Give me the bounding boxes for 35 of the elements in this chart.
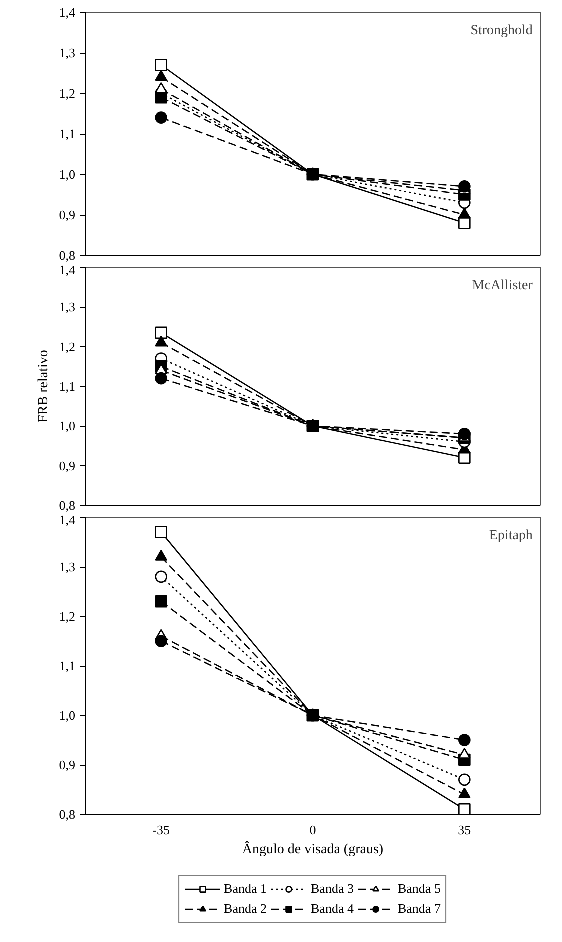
y-tick-label: 1,3: [59, 560, 76, 574]
y-tick-label: 1,0: [59, 418, 76, 434]
y-tick-label: 1,3: [59, 300, 76, 315]
y-tick-label: 0,9: [59, 758, 76, 772]
y-tick-label: 1,0: [59, 167, 76, 182]
y-tick-label: 0,9: [59, 458, 76, 474]
y-tick-label: 1,2: [59, 86, 76, 101]
text: Epitaph: [489, 528, 533, 544]
legend-label: Banda 3: [311, 881, 354, 897]
y-tick-label: 1,1: [59, 658, 76, 674]
y-tick-label: 1,1: [59, 126, 76, 142]
y-tick-label: 1,1: [59, 379, 76, 394]
y-tick-label: 1,0: [59, 708, 76, 723]
y-tick-label: 1,4: [59, 262, 76, 278]
legend-label: Banda 5: [398, 881, 441, 897]
y-tick-label: 1,4: [59, 512, 76, 528]
y-tick-label: 0,8: [59, 498, 76, 513]
legend-label: Banda 7: [398, 901, 441, 917]
y-tick-label: 0,9: [59, 208, 76, 222]
legend-label: Banda 1: [224, 881, 268, 897]
y-tick-label: 0,8: [59, 248, 76, 263]
x-tick-label: 0: [310, 822, 316, 838]
y-tick-label: 1,2: [59, 339, 76, 354]
y-tick-label: 1,2: [59, 609, 76, 624]
legend-label: Banda 2: [224, 901, 268, 917]
y-axis-title: FRB relativo: [36, 350, 52, 423]
text: McAllister: [472, 278, 534, 294]
legend-label: Banda 4: [311, 901, 354, 917]
y-tick-label: 1,3: [59, 46, 76, 60]
y-tick-label: 0,8: [59, 807, 76, 822]
x-tick-label: -35: [152, 822, 170, 838]
x-tick-label: 35: [458, 822, 472, 838]
x-axis-title: Ângulo de visada (graus): [242, 840, 384, 858]
text: Stronghold: [470, 24, 533, 38]
y-tick-label: 1,4: [59, 5, 76, 20]
